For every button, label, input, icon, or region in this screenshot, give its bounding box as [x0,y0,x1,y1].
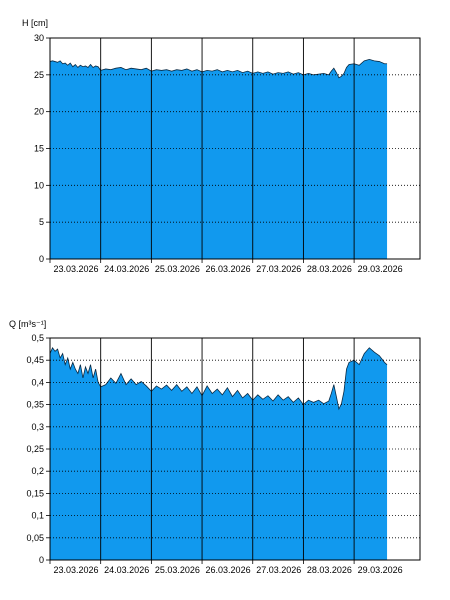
y-tick-label: 25 [34,70,44,80]
x-tick-label: 24.03.2026 [104,264,149,274]
series-line [49,346,388,411]
x-tick-label: 25.03.2026 [155,565,200,575]
x-tick-label: 23.03.2026 [53,264,98,274]
x-tick-label: 28.03.2026 [307,264,352,274]
x-tick-label: 28.03.2026 [307,565,352,575]
x-tick-label: 27.03.2026 [256,565,301,575]
y-tick-label: 5 [39,217,44,227]
plot-frame [49,337,421,561]
y-axis-title: Q [m³s⁻¹] [9,319,46,329]
y-tick-label: 0,05 [26,533,44,543]
y-tick-label: 0,45 [26,355,44,365]
y-tick-label: 0,3 [31,422,44,432]
series-area [50,347,388,560]
y-tick-label: 0,15 [26,488,44,498]
y-tick-label: 0 [39,555,44,565]
y-tick-label: 10 [34,180,44,190]
series-line [49,58,388,79]
y-tick-label: 0,1 [31,511,44,521]
x-tick-label: 29.03.2026 [358,565,403,575]
y-tick-label: 0,2 [31,466,44,476]
x-tick-label: 26.03.2026 [206,565,251,575]
y-tick-label: 0,25 [26,444,44,454]
y-tick-label: 0,4 [31,377,44,387]
x-tick-label: 23.03.2026 [53,565,98,575]
discharge-chart: 0 0,05 0,1 0,15 0,2 0,25 0,3 0,35 0,4 0,45 0,5 23.0… [9,319,421,575]
y-tick-label: 15 [34,144,44,154]
x-tick-label: 25.03.2026 [155,264,200,274]
y-tick-label: 30 [34,33,44,43]
x-tick-label: 27.03.2026 [256,264,301,274]
level-chart: 0 5 10 15 20 25 30 23.03.2026 24.03.2026 25.03.20… [22,18,421,274]
y-tick-label: 0 [39,254,44,264]
series-area [50,59,388,259]
y-tick-label: 20 [34,107,44,117]
x-tick-label: 26.03.2026 [206,264,251,274]
plot-frame [49,37,421,260]
y-tick-label: 0,35 [26,400,44,410]
x-tick-label: 24.03.2026 [104,565,149,575]
y-axis-title: H [cm] [22,18,48,28]
x-tick-label: 29.03.2026 [358,264,403,274]
y-tick-label: 0,5 [31,333,44,343]
